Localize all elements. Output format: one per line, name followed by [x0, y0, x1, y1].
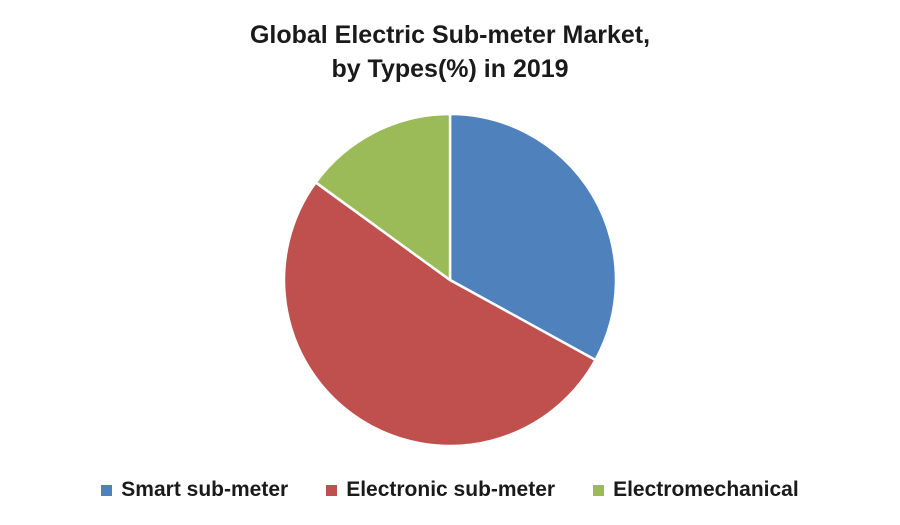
- pie-slice-smart-sub-meter: [448, 112, 618, 362]
- chart-title-line-2: by Types(%) in 2019: [331, 55, 569, 83]
- pie-slice-electronic-sub-meter: [282, 181, 597, 448]
- chart-title: Global Electric Sub-meter Market, by Typ…: [0, 18, 900, 86]
- legend-swatch-electronic-sub-meter: [326, 484, 338, 496]
- legend-label-smart-sub-meter: Smart sub-meter: [121, 478, 289, 501]
- legend-label-electronic-sub-meter: Electronic sub-meter: [346, 478, 556, 501]
- legend-swatch-smart-sub-meter: [101, 484, 113, 496]
- legend-label-electromechanical: Electromechanical: [613, 478, 799, 501]
- legend-swatch-electromechanical: [593, 484, 605, 496]
- legend-item-electronic-sub-meter: Electronic sub-meter: [326, 478, 555, 502]
- legend-item-smart-sub-meter: Smart sub-meter: [101, 478, 288, 502]
- pie-slice-electromechanical: [314, 112, 452, 282]
- chart-title-line-1: Global Electric Sub-meter Market,: [249, 21, 651, 49]
- legend-item-electromechanical: Electromechanical: [593, 478, 799, 502]
- legend: Smart sub-meter Electronic sub-meter Ele…: [0, 478, 900, 502]
